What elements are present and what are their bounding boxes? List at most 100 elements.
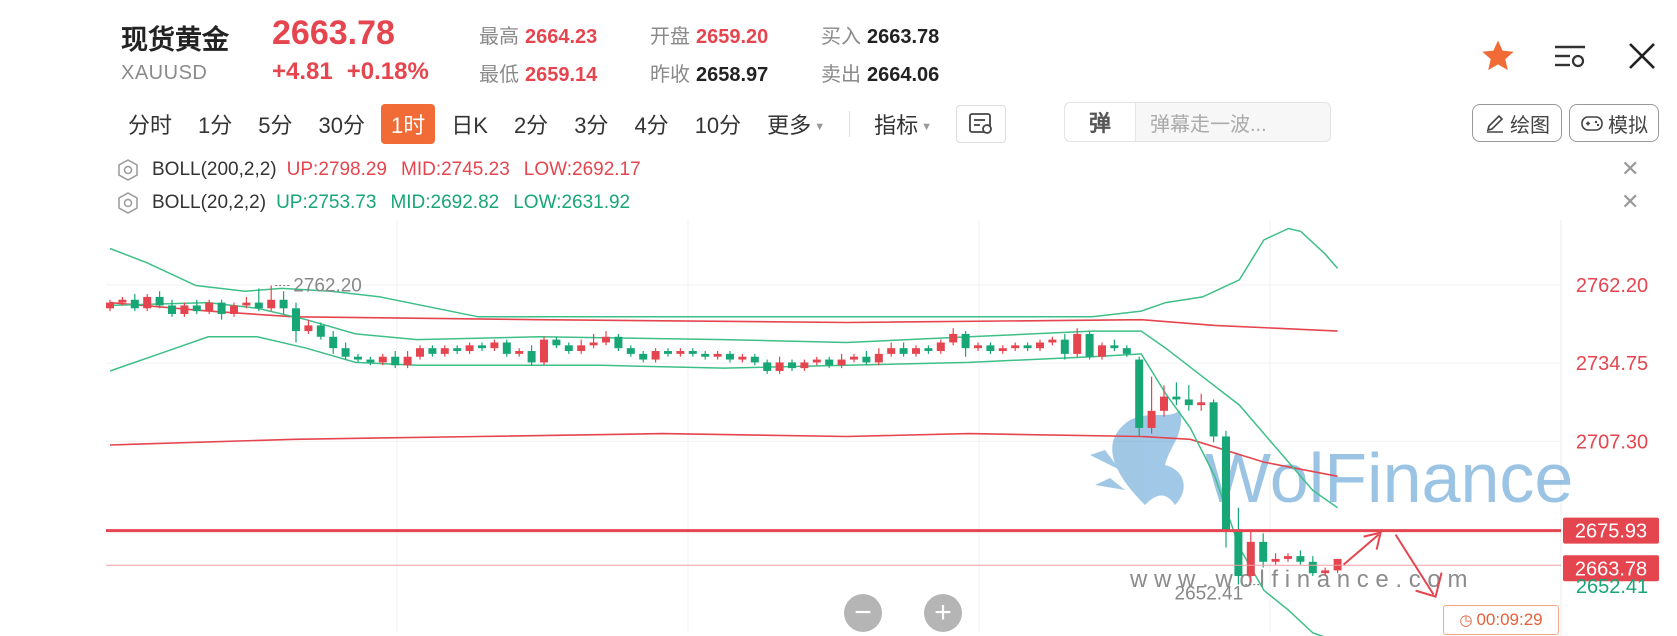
candle-body <box>428 348 437 354</box>
candle-body <box>217 302 226 314</box>
candle-body <box>391 356 400 366</box>
candle-body <box>589 342 598 346</box>
stat-buy-value: 2663.78 <box>867 26 940 48</box>
candle <box>564 342 573 354</box>
candle <box>1073 328 1082 357</box>
candle <box>465 342 474 354</box>
ring-icon[interactable] <box>116 158 140 182</box>
candle-body <box>453 348 462 352</box>
favorite-button[interactable] <box>1476 34 1520 78</box>
danmu-input[interactable]: 弹 弹幕走一波... <box>1064 102 1331 142</box>
candle-body <box>378 356 387 363</box>
candle <box>502 339 511 357</box>
candle-body <box>1271 558 1280 562</box>
candle-body <box>1222 436 1230 531</box>
candle-body <box>155 296 164 306</box>
tab-2min[interactable]: 2分 <box>513 113 549 138</box>
tab-more[interactable]: 更多 ▼ <box>757 104 835 144</box>
candle <box>800 359 809 371</box>
candle <box>478 342 486 352</box>
candle-body <box>986 345 995 352</box>
candle-body <box>1234 530 1243 577</box>
candle <box>825 356 834 369</box>
candle <box>1147 376 1156 434</box>
stat-high: 最高 2664.23 <box>479 20 597 49</box>
candle <box>887 342 896 357</box>
candle <box>1271 553 1280 565</box>
candle-body <box>552 339 561 346</box>
tab-daily[interactable]: 日K <box>451 113 488 138</box>
candle <box>1160 385 1168 417</box>
tab-5min[interactable]: 5分 <box>258 113 293 138</box>
simulate-button[interactable]: 模拟 <box>1569 104 1659 142</box>
candle <box>1333 558 1342 574</box>
indicator-settings-button[interactable] <box>955 105 1006 143</box>
zoom-in-button[interactable]: + <box>924 594 962 632</box>
candle <box>155 291 164 309</box>
draw-button[interactable]: 绘图 <box>1472 104 1562 142</box>
candle <box>1122 345 1131 357</box>
candle <box>143 294 152 312</box>
candle <box>1098 342 1106 360</box>
candle <box>329 331 338 354</box>
candle-body <box>267 299 276 309</box>
candle <box>664 348 672 357</box>
candle-body <box>998 348 1007 352</box>
candle-body <box>1284 556 1292 559</box>
candle <box>763 359 772 374</box>
resistance-price-tag-text: 2675.93 <box>1575 521 1647 543</box>
candle-body <box>887 348 896 354</box>
star-icon <box>1482 40 1514 71</box>
instrument-symbol: XAUUSD <box>121 62 208 84</box>
indicator-button[interactable]: 指标 ▼ <box>864 104 942 144</box>
candle <box>118 296 127 306</box>
danmu-badge: 弹 <box>1065 103 1136 141</box>
candle <box>230 302 238 317</box>
tab-30min[interactable]: 30分 <box>318 113 365 138</box>
candle <box>713 351 722 360</box>
ring-icon[interactable] <box>116 191 140 215</box>
candle <box>316 322 325 340</box>
stat-open-label: 开盘 <box>650 26 690 48</box>
candle <box>1172 382 1181 406</box>
candle-body <box>874 353 883 363</box>
remove-boll200-button[interactable]: ✕ <box>1621 156 1640 181</box>
candle-body <box>354 356 362 360</box>
boll200-name: BOLL(200,2,2) <box>152 159 277 180</box>
tab-4min[interactable]: 4分 <box>634 113 669 138</box>
zoom-out-button[interactable]: − <box>844 594 882 632</box>
candle-body <box>1110 345 1119 349</box>
candle-body <box>1085 333 1094 357</box>
candle-body <box>490 342 499 349</box>
tab-1hour[interactable]: 1时 <box>381 104 436 144</box>
candle <box>912 345 920 357</box>
pencil-icon <box>1486 114 1504 133</box>
stat-low: 最低 2659.14 <box>479 58 597 87</box>
tab-10min[interactable]: 10分 <box>694 113 742 138</box>
tab-1min[interactable]: 1分 <box>198 113 233 138</box>
candle <box>453 345 462 354</box>
candle-body <box>850 356 858 360</box>
candle <box>1110 339 1119 352</box>
candle-body <box>862 356 871 363</box>
boll200-up: UP:2798.29 <box>286 159 387 180</box>
menu-button[interactable] <box>1548 34 1592 78</box>
boll20-low: LOW:2631.92 <box>513 192 631 213</box>
candle-body <box>1259 541 1268 562</box>
tab-fenshi[interactable]: 分时 <box>128 113 173 138</box>
boll200-mid: MID:2745.23 <box>401 159 510 180</box>
candle-body <box>701 353 710 357</box>
candle <box>254 288 263 312</box>
stat-low-label: 最低 <box>479 64 519 86</box>
tab-3min[interactable]: 3分 <box>574 113 609 138</box>
candle-body <box>1246 541 1255 577</box>
candle <box>1222 430 1230 548</box>
close-button[interactable] <box>1620 34 1664 78</box>
candle-body <box>180 305 189 314</box>
down-arrow-icon <box>1394 534 1443 598</box>
candle <box>874 348 883 366</box>
candle-body <box>527 351 536 363</box>
candle-body <box>1147 410 1156 428</box>
remove-boll20-button[interactable]: ✕ <box>1621 189 1640 214</box>
